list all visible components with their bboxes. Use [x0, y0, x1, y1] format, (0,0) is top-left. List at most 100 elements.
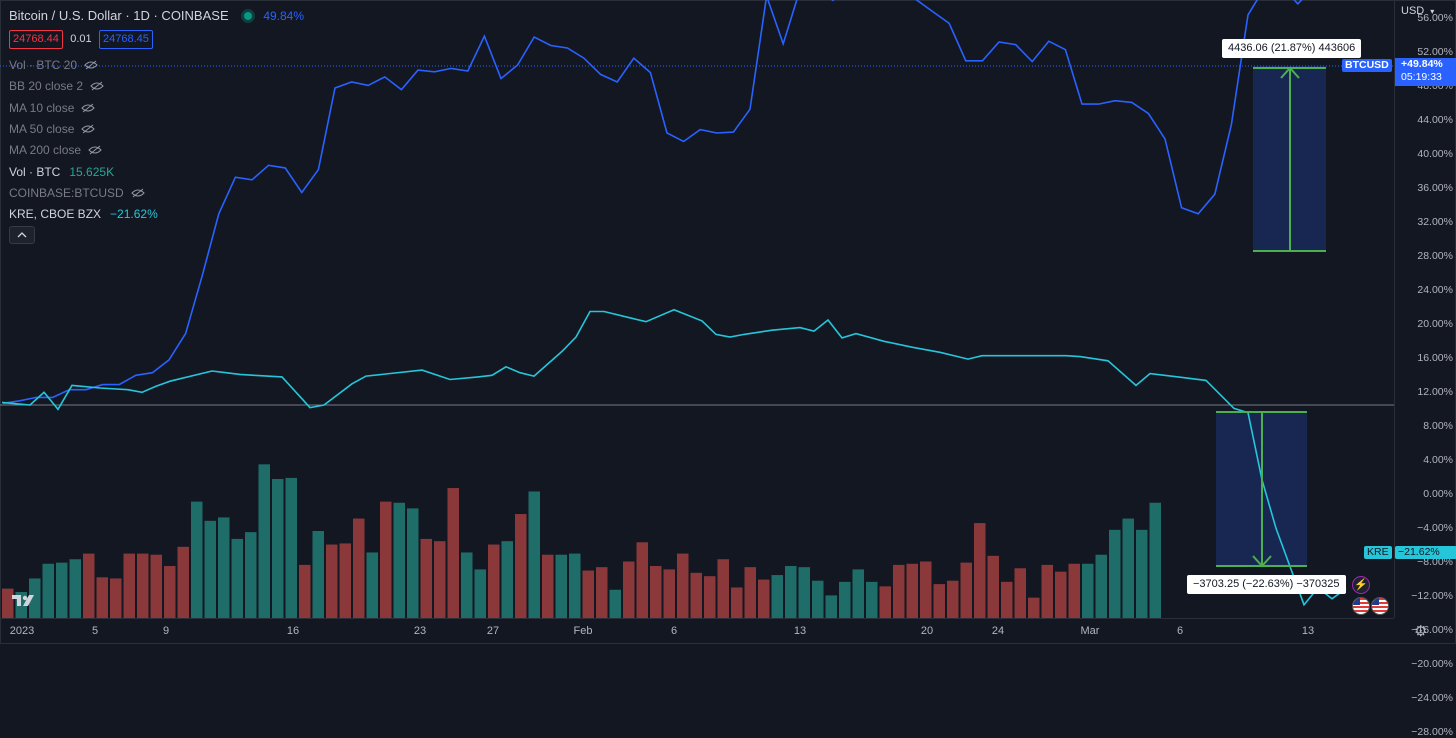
ask-price[interactable]: 24768.45 — [99, 30, 153, 49]
currency-label: USD — [1401, 5, 1425, 17]
volume-bar — [339, 543, 351, 618]
indicator-label: BB 20 close 2 — [9, 79, 84, 94]
volume-bar — [690, 572, 702, 618]
eye-hidden-icon[interactable] — [81, 124, 96, 134]
bid-price[interactable]: 24768.44 — [9, 30, 63, 49]
symbol-title[interactable]: Bitcoin / U.S. Dollar · 1D · COINBASE — [9, 8, 229, 23]
time-axis-label: 9 — [162, 625, 170, 637]
volume-bar — [272, 479, 284, 618]
volume-bar — [569, 553, 581, 618]
alert-icon[interactable]: ⚡ — [1352, 576, 1370, 594]
volume-bar — [258, 464, 270, 618]
volume-bar — [1041, 564, 1053, 618]
price-axis[interactable]: USD ▾ 56.00% 52.00% 48.00% 44.00% 40.00% 36.0… — [1342, 0, 1456, 738]
volume-bar — [974, 523, 986, 618]
price-axis-tick: −16.00% — [1411, 624, 1453, 636]
time-axis-label: 23 — [413, 625, 427, 637]
time-axis-label: 13 — [793, 625, 807, 637]
btc-price-tag[interactable]: BTCUSD — [1342, 59, 1392, 72]
time-axis-label: 6 — [1176, 625, 1184, 637]
volume-bar — [420, 538, 432, 618]
volume-bar — [96, 577, 108, 618]
btc-measure-arrow[interactable] — [1253, 66, 1326, 252]
chart-settings-gear-icon[interactable]: ⚙ — [1414, 623, 1428, 640]
time-axis-label: 6 — [670, 625, 678, 637]
chevron-down-icon: ▾ — [1430, 7, 1435, 16]
indicator-row[interactable]: MA 200 close — [9, 143, 102, 158]
btc-tag-symbol: BTCUSD — [1345, 59, 1389, 71]
indicator-row[interactable]: KRE, CBOE BZX −21.62% — [9, 207, 158, 222]
volume-bar — [906, 563, 918, 618]
volume-bar — [933, 584, 945, 618]
indicator-row[interactable]: Vol · BTC 20 — [9, 58, 98, 73]
volume-bar — [177, 546, 189, 618]
volume-bar — [920, 561, 932, 618]
kre-symbol-tag[interactable]: KRE — [1364, 546, 1392, 559]
indicator-row[interactable]: COINBASE:BTCUSD — [9, 186, 145, 201]
indicator-row[interactable]: BB 20 close 2 — [9, 79, 104, 94]
indicator-row[interactable]: MA 10 close — [9, 100, 96, 116]
volume-bar — [42, 563, 54, 618]
volume-bar — [879, 586, 891, 618]
volume-bar — [1068, 563, 1080, 618]
kre-tag-percent: −21.62% — [1398, 546, 1440, 558]
measure-tools[interactable] — [1216, 66, 1326, 568]
volume-bar — [704, 576, 716, 618]
price-axis-tick: 52.00% — [1417, 46, 1453, 58]
currency-selector[interactable]: USD ▾ — [1401, 5, 1434, 17]
spread-value: 0.01 — [70, 33, 92, 45]
volume-bar — [663, 569, 675, 618]
time-axis[interactable]: 2023 5 9 16 23 27 Feb 6 13 20 24 Mar 6 13 — [0, 618, 1394, 645]
time-axis-label: Feb — [573, 625, 593, 637]
time-axis-label: 2023 — [9, 625, 35, 637]
us-flag-icon[interactable] — [1352, 597, 1370, 615]
price-axis-tick: −4.00% — [1417, 522, 1453, 534]
us-flag-icon-2[interactable] — [1371, 597, 1389, 615]
kre-measure-label[interactable]: −3703.25 (−22.63%) −370325 — [1187, 575, 1346, 594]
price-axis-tick: 32.00% — [1417, 216, 1453, 228]
time-axis-label: 24 — [991, 625, 1005, 637]
volume-bar — [1109, 529, 1121, 618]
volume-bar — [218, 517, 230, 618]
volume-bar — [83, 553, 95, 618]
volume-bar — [407, 508, 419, 618]
volume-bar — [1149, 502, 1161, 618]
volume-bar — [461, 552, 473, 618]
volume-bar — [366, 552, 378, 618]
eye-hidden-icon[interactable] — [84, 60, 98, 70]
volume-bar — [812, 580, 824, 618]
price-axis-tick: 16.00% — [1417, 352, 1453, 364]
kre-measure-arrow[interactable] — [1216, 411, 1307, 568]
time-axis-label: 27 — [486, 625, 500, 637]
btc-tag-percent: +49.84% — [1401, 58, 1443, 70]
price-axis-tick: 12.00% — [1417, 386, 1453, 398]
chart-svg[interactable] — [0, 0, 1394, 618]
volume-bar — [1028, 597, 1040, 618]
indicator-label: KRE, CBOE BZX — [9, 207, 102, 222]
time-axis-label: 20 — [920, 625, 934, 637]
collapse-legend-button[interactable] — [9, 226, 35, 244]
eye-hidden-icon[interactable] — [81, 103, 96, 113]
price-axis-tick: 0.00% — [1423, 488, 1453, 500]
eye-hidden-icon[interactable] — [130, 188, 145, 198]
volume-bar — [56, 562, 68, 618]
tradingview-logo[interactable] — [12, 592, 40, 613]
volume-bar — [326, 544, 338, 618]
volume-bar — [852, 569, 864, 618]
bid-ask-row: 24768.44 0.01 24768.45 — [9, 30, 153, 49]
indicator-label: MA 10 close — [9, 100, 75, 115]
volume-bar — [299, 564, 311, 618]
btc-measure-label[interactable]: 4436.06 (21.87%) 443606 — [1222, 39, 1362, 58]
indicator-row[interactable]: Vol · BTC 15.625K — [9, 165, 114, 180]
volume-bar — [123, 553, 135, 618]
volume-bar — [542, 554, 554, 618]
chart-plot-area[interactable]: Bitcoin / U.S. Dollar · 1D · COINBASE 49… — [0, 0, 1394, 618]
volume-bar — [69, 559, 81, 618]
eye-hidden-icon[interactable] — [88, 145, 102, 155]
volume-bar — [582, 570, 594, 618]
indicator-row[interactable]: MA 50 close — [9, 122, 96, 137]
kre-tag-symbol: KRE — [1367, 546, 1389, 558]
btcusd-line — [2, 0, 1303, 405]
eye-hidden-icon[interactable] — [90, 81, 104, 91]
price-axis-tick: 4.00% — [1423, 454, 1453, 466]
